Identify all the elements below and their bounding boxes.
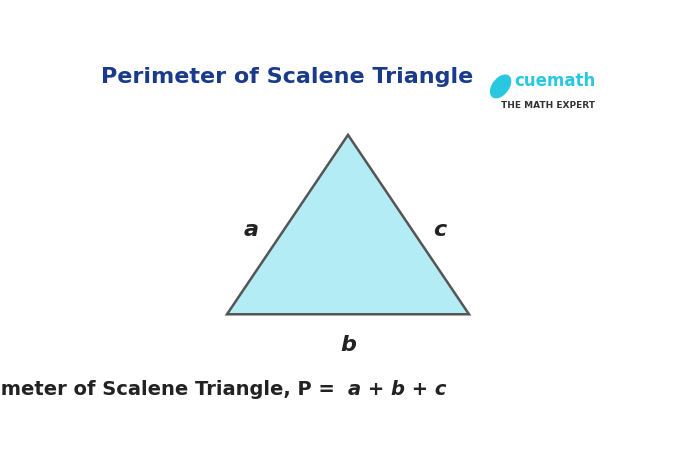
Text: c: c bbox=[433, 220, 447, 240]
Text: Perimeter of Scalene Triangle: Perimeter of Scalene Triangle bbox=[100, 67, 473, 87]
Polygon shape bbox=[227, 135, 469, 314]
Text: THE MATH EXPERT: THE MATH EXPERT bbox=[501, 101, 595, 110]
Ellipse shape bbox=[490, 75, 511, 98]
Text: a: a bbox=[243, 220, 258, 240]
Text: cuemath: cuemath bbox=[514, 72, 595, 90]
Text: b: b bbox=[340, 335, 356, 355]
Text: Perimeter of Scalene Triangle, P =: Perimeter of Scalene Triangle, P = bbox=[0, 380, 348, 399]
Text: a + b + c: a + b + c bbox=[348, 380, 446, 399]
